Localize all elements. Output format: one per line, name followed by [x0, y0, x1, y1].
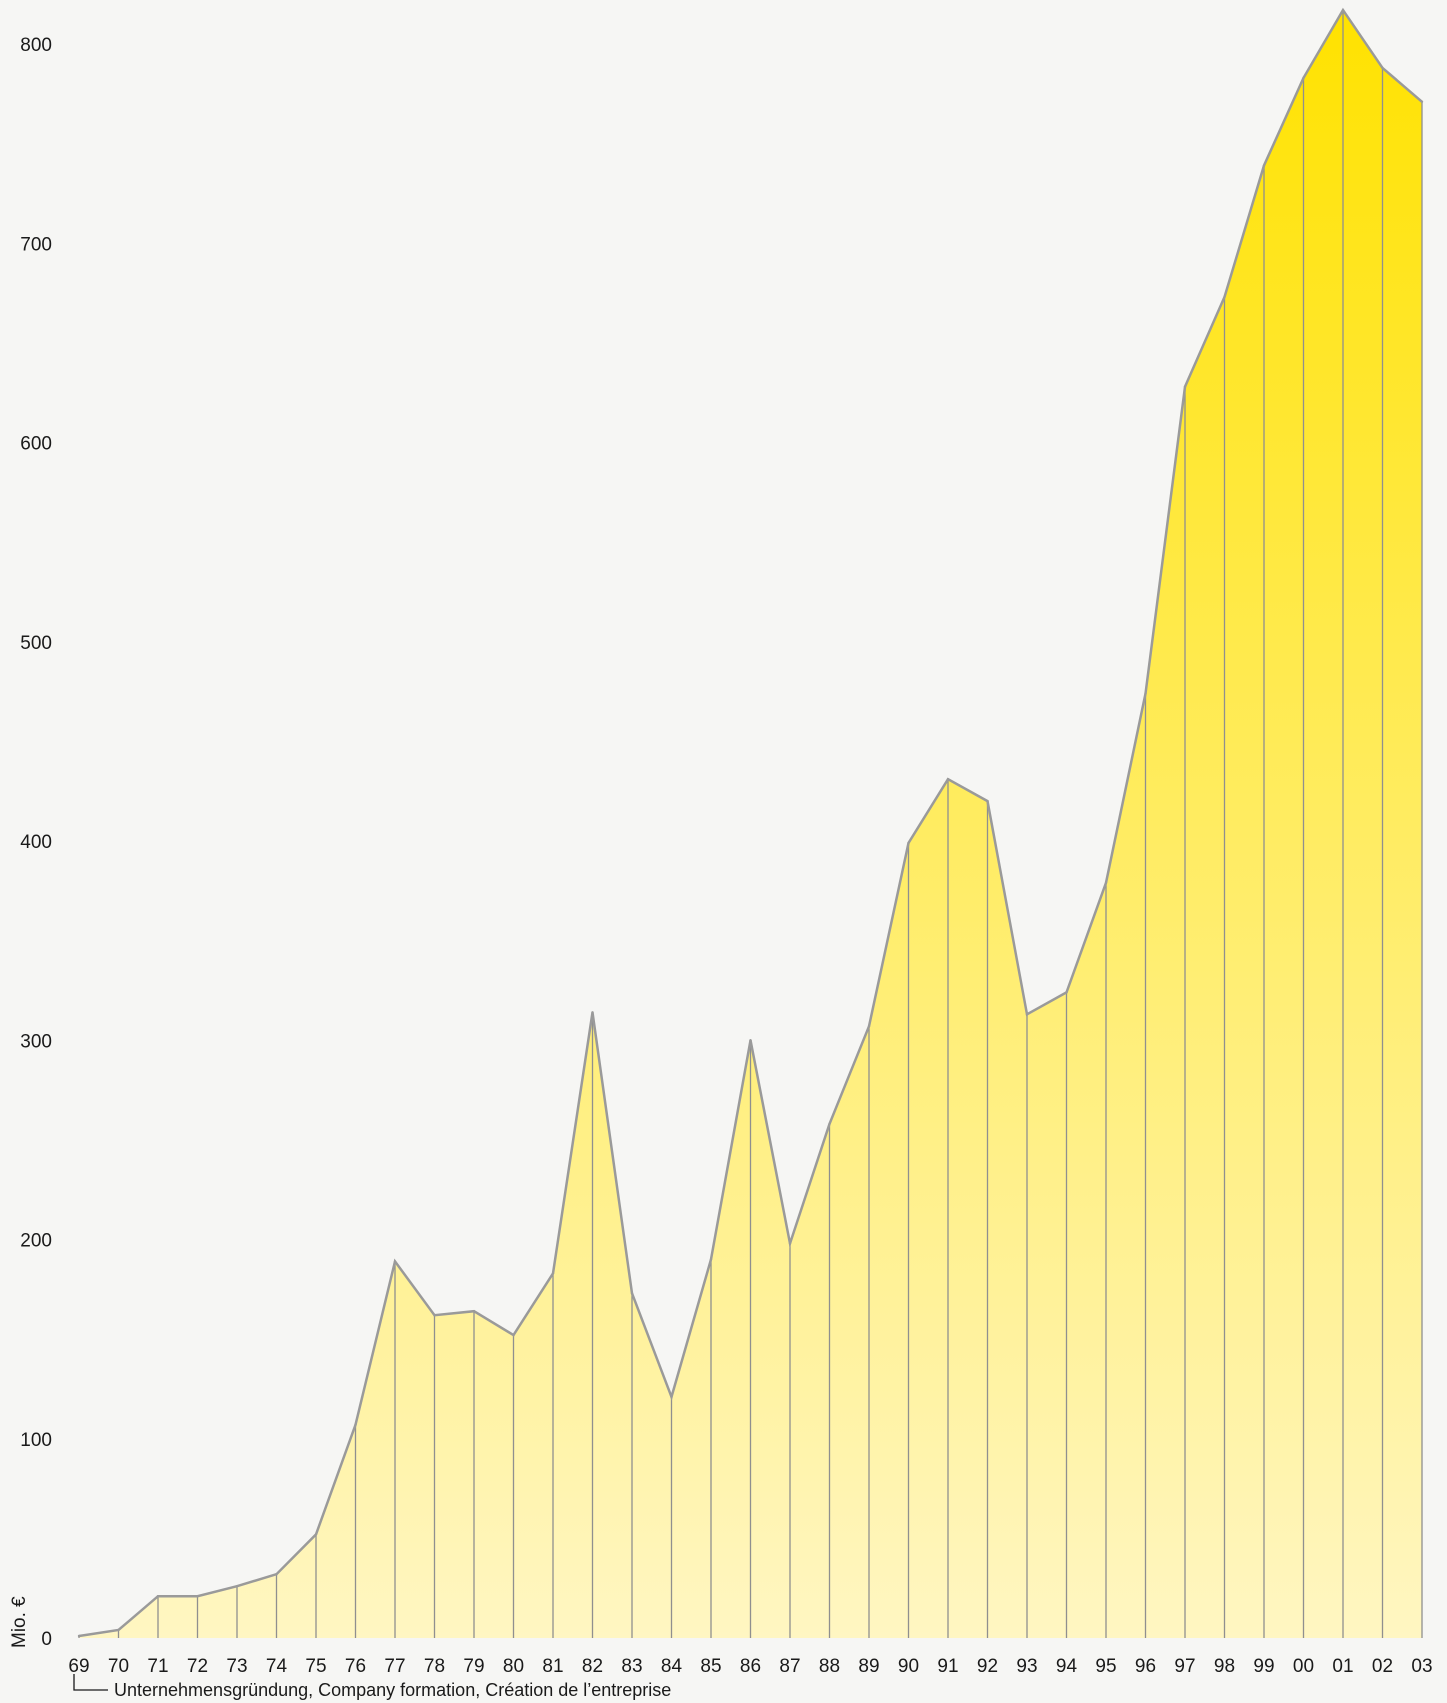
data-point-91: [946, 778, 950, 781]
data-point-97: [1183, 385, 1187, 388]
x-tick-label-81: 81: [542, 1656, 563, 1677]
data-point-94: [1065, 991, 1068, 994]
data-point-72: [196, 1594, 199, 1598]
x-tick-label-69: 69: [68, 1656, 89, 1677]
data-point-73: [235, 1584, 239, 1588]
data-point-90: [907, 841, 910, 845]
y-tick-label-700: 700: [20, 234, 52, 255]
data-point-92: [986, 799, 989, 803]
footnote-company-formation: Unternehmensgründung, Company formation,…: [114, 1680, 671, 1700]
data-point-85: [709, 1258, 713, 1261]
data-point-84: [670, 1395, 673, 1399]
x-tick-label-82: 82: [582, 1656, 603, 1677]
area-fill: [79, 10, 1422, 1639]
x-tick-label-93: 93: [1016, 1656, 1037, 1677]
x-tick-label-97: 97: [1174, 1656, 1195, 1677]
y-axis-unit-label: Mio. €: [9, 1596, 30, 1648]
series-line-layer: [77, 7, 1424, 1638]
x-axis: 69 70 71 72 73 74 75 76 77 78 79 80 81 82 83 84 85 86 87 88…: [68, 1656, 1432, 1677]
x-tick-label-76: 76: [345, 1656, 366, 1677]
x-tick-label-78: 78: [424, 1656, 445, 1677]
y-tick-label-200: 200: [20, 1231, 52, 1252]
data-point-79: [472, 1310, 476, 1313]
x-tick-label-03: 03: [1411, 1656, 1432, 1677]
data-point-86: [749, 1039, 752, 1042]
x-tick-label-98: 98: [1214, 1656, 1235, 1677]
x-tick-label-84: 84: [661, 1656, 683, 1677]
y-tick-label-400: 400: [20, 832, 52, 853]
y-tick-label-100: 100: [20, 1430, 52, 1451]
data-point-03: [1420, 100, 1424, 103]
x-tick-label-00: 00: [1293, 1656, 1314, 1677]
y-tick-label-800: 800: [20, 35, 52, 56]
x-tick-label-70: 70: [108, 1656, 129, 1677]
x-tick-label-77: 77: [384, 1656, 405, 1677]
data-point-89: [867, 1025, 871, 1028]
data-point-99: [1262, 164, 1266, 167]
data-point-76: [354, 1423, 357, 1427]
x-tick-label-90: 90: [898, 1656, 919, 1677]
y-tick-label-0: 0: [41, 1629, 52, 1650]
data-point-02: [1381, 66, 1384, 70]
x-tick-label-92: 92: [977, 1656, 998, 1677]
data-point-88: [828, 1122, 831, 1126]
data-point-71: [156, 1594, 160, 1598]
data-point-98: [1223, 295, 1226, 299]
x-tick-label-73: 73: [226, 1656, 247, 1677]
data-point-77: [393, 1260, 397, 1263]
x-tick-label-89: 89: [858, 1656, 879, 1677]
x-tick-label-95: 95: [1095, 1656, 1116, 1677]
data-point-00: [1302, 76, 1305, 80]
x-tick-label-94: 94: [1056, 1656, 1078, 1677]
x-tick-label-87: 87: [779, 1656, 800, 1677]
data-point-83: [630, 1292, 634, 1295]
data-point-95: [1104, 881, 1108, 885]
data-point-01: [1341, 8, 1345, 12]
data-point-82: [591, 1011, 594, 1014]
x-tick-label-74: 74: [266, 1656, 288, 1677]
x-tick-label-88: 88: [819, 1656, 840, 1677]
x-tick-label-02: 02: [1372, 1656, 1393, 1677]
data-point-96: [1144, 692, 1147, 695]
data-point-93: [1025, 1013, 1029, 1016]
x-tick-label-86: 86: [740, 1656, 761, 1677]
x-tick-label-85: 85: [700, 1656, 721, 1677]
y-tick-label-600: 600: [20, 434, 52, 455]
x-tick-label-75: 75: [305, 1656, 326, 1677]
data-point-70: [117, 1628, 120, 1632]
vertical-lines: [78, 10, 1423, 1638]
x-tick-label-79: 79: [463, 1656, 484, 1677]
data-point-69: [77, 1634, 81, 1638]
x-tick-label-96: 96: [1135, 1656, 1156, 1677]
y-axis: 0 100 200 300 400 500 600 700 800: [20, 35, 52, 1650]
y-tick-label-300: 300: [20, 1031, 52, 1052]
x-tick-label-01: 01: [1332, 1656, 1353, 1677]
data-point-80: [512, 1333, 515, 1337]
data-point-74: [275, 1573, 278, 1576]
annotation-bracket: [73, 1674, 108, 1691]
x-tick-label-91: 91: [937, 1656, 958, 1677]
x-tick-label-72: 72: [187, 1656, 208, 1677]
y-tick-label-500: 500: [20, 633, 52, 654]
data-point-81: [551, 1272, 555, 1275]
data-point-78: [433, 1314, 436, 1317]
data-point-75: [314, 1533, 318, 1536]
x-tick-label-80: 80: [503, 1656, 524, 1677]
x-tick-label-99: 99: [1253, 1656, 1274, 1677]
x-tick-label-71: 71: [147, 1656, 168, 1677]
x-tick-label-83: 83: [621, 1656, 642, 1677]
data-point-87: [788, 1242, 792, 1245]
area-layer: [79, 10, 1422, 1639]
